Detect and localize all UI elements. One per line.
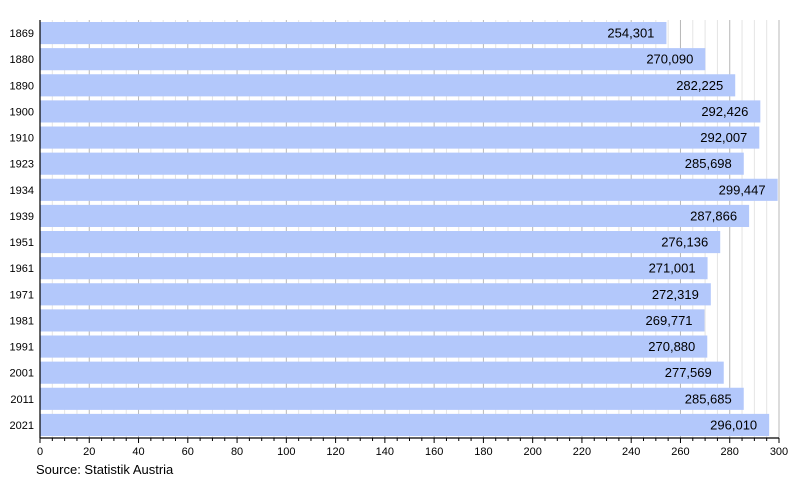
x-tick-label: 200 [523, 446, 541, 458]
bar-value-label: 299,447 [719, 182, 766, 197]
bar [40, 283, 711, 306]
category-label: 1991 [10, 342, 34, 354]
bar-value-label: 287,866 [690, 208, 737, 223]
category-label: 1961 [10, 263, 34, 275]
bar-value-label: 296,010 [710, 417, 757, 432]
bar-value-label: 277,569 [665, 365, 712, 380]
x-tick-label: 40 [132, 446, 144, 458]
category-label: 1951 [10, 237, 34, 249]
bar-value-label: 285,685 [685, 391, 732, 406]
category-label: 1910 [10, 133, 34, 145]
source-note: Source: Statistik Austria [36, 462, 174, 477]
category-label: 1923 [10, 159, 34, 171]
bar-value-label: 292,426 [701, 104, 748, 119]
x-tick-label: 160 [425, 446, 443, 458]
bar-value-label: 272,319 [652, 287, 699, 302]
bar [40, 413, 770, 436]
category-label: 1934 [10, 185, 34, 197]
x-tick-label: 280 [721, 446, 739, 458]
bar [40, 309, 705, 332]
x-tick-label: 60 [182, 446, 194, 458]
axes: 1869 1880 1890 1900 1910 1923 1934 1939 1951 1961… [10, 20, 788, 458]
bar [40, 335, 708, 358]
x-tick-label: 100 [277, 446, 295, 458]
x-tick-label: 180 [474, 446, 492, 458]
category-label: 1880 [10, 54, 34, 66]
x-tick-label: 120 [326, 446, 344, 458]
bar-value-label: 271,001 [649, 261, 696, 276]
category-label: 1900 [10, 106, 34, 118]
bar [40, 178, 778, 201]
bar-value-label: 270,090 [646, 52, 693, 67]
bar-value-label: 269,771 [646, 313, 693, 328]
x-tick-label: 220 [573, 446, 591, 458]
bar [40, 48, 706, 71]
bar-value-label: 254,301 [607, 26, 654, 41]
x-tick-label: 300 [770, 446, 788, 458]
x-tick-label: 240 [622, 446, 640, 458]
x-tick-label: 20 [83, 446, 95, 458]
bar [40, 257, 708, 280]
bar [40, 152, 744, 175]
bar [40, 22, 667, 45]
bar [40, 74, 736, 97]
bar [40, 204, 750, 227]
category-label: 2021 [10, 420, 34, 432]
bar-value-label: 292,007 [700, 130, 747, 145]
bars: 254,301 270,090 282,225 292,426 292,007 285,6… [40, 22, 778, 436]
bar [40, 100, 761, 123]
x-tick-label: 80 [231, 446, 243, 458]
category-label: 1981 [10, 315, 34, 327]
bar [40, 126, 760, 149]
bar-value-label: 285,698 [685, 156, 732, 171]
bar-value-label: 270,880 [648, 339, 695, 354]
bar-value-label: 282,225 [676, 78, 723, 93]
category-label: 1939 [10, 211, 34, 223]
category-label: 2011 [10, 394, 34, 406]
bar [40, 387, 744, 410]
bar [40, 361, 724, 384]
category-label: 1890 [10, 80, 34, 92]
bar [40, 231, 721, 254]
x-tick-label: 260 [671, 446, 689, 458]
x-tick-label: 0 [37, 446, 43, 458]
category-label: 2001 [10, 368, 34, 380]
x-tick-label: 140 [376, 446, 394, 458]
category-label: 1869 [10, 28, 34, 40]
bar-value-label: 276,136 [661, 235, 708, 250]
category-label: 1971 [10, 289, 34, 301]
